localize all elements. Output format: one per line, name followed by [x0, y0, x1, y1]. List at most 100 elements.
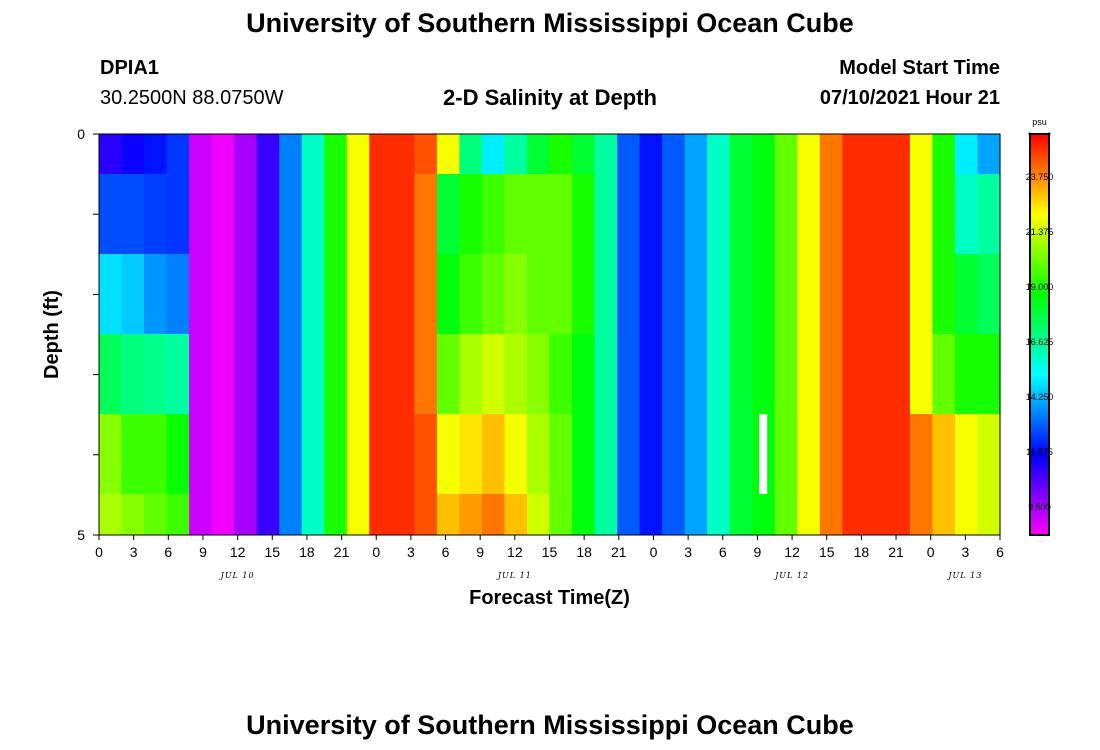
x-tick-label: 3 [684, 544, 692, 560]
x-tick-label: 15 [264, 544, 280, 560]
heatmap-cell [819, 254, 843, 334]
heatmap-cell [842, 334, 866, 414]
station-coordinates: 30.2500N 88.0750W [100, 87, 284, 109]
x-tick-label: 18 [299, 544, 315, 560]
heatmap-cell [346, 174, 370, 254]
heatmap-cell [977, 414, 1001, 494]
heatmap-cell [121, 414, 145, 494]
heatmap-cell [481, 134, 506, 174]
heatmap-cell [977, 494, 1001, 535]
heatmap-cell [639, 494, 663, 535]
heatmap-cell [144, 334, 168, 414]
heatmap-cell [932, 174, 956, 254]
heatmap-cell [887, 134, 911, 174]
heatmap-cell [99, 334, 123, 414]
heatmap-cell [572, 134, 596, 174]
day-label: JUL 11 [496, 571, 532, 580]
heatmap-cell [121, 174, 145, 254]
heatmap-cell [594, 134, 618, 174]
heatmap-cell [662, 134, 686, 174]
x-tick-label: 3 [130, 544, 138, 560]
x-tick-label: 6 [719, 544, 727, 560]
heatmap-cell [504, 174, 528, 254]
heatmap-cell [436, 254, 461, 334]
heatmap-cell [324, 334, 348, 414]
colorbar-corner-dot [1047, 132, 1051, 136]
heatmap-cell [99, 134, 123, 174]
heatmap-cell [211, 494, 235, 535]
x-tick-label: 9 [476, 544, 484, 560]
heatmap-cell [504, 334, 528, 414]
heatmap-cell [301, 174, 325, 254]
y-tick-label: 0 [77, 126, 85, 142]
heatmap-cell [256, 414, 280, 494]
heatmap-cell [797, 174, 821, 254]
heatmap-cell [549, 174, 573, 254]
heatmap-cell [639, 254, 663, 334]
x-tick-label: 21 [888, 544, 904, 560]
heatmap-cell [864, 254, 888, 334]
heatmap-cell [414, 134, 438, 174]
x-tick-label: 12 [784, 544, 800, 560]
heatmap-cell [572, 414, 596, 494]
heatmap-cell [481, 174, 506, 254]
heatmap-cell [819, 334, 843, 414]
heatmap-cell [774, 174, 798, 254]
day-label: JUL 10 [219, 571, 255, 580]
heatmap-cell [301, 494, 325, 535]
heatmap-cell [909, 134, 934, 174]
heatmap-cell [662, 334, 686, 414]
heatmap-cell [977, 254, 1001, 334]
heatmap-cell [526, 174, 551, 254]
heatmap-cell [279, 254, 303, 334]
heatmap-cell [166, 134, 190, 174]
heatmap-cell [774, 414, 798, 494]
heatmap-cell [414, 414, 438, 494]
heatmap-cell [572, 254, 596, 334]
heatmap-cell [954, 414, 979, 494]
heatmap-cell [391, 254, 415, 334]
colorbar-corner-dot [1028, 132, 1032, 136]
heatmap-cell [887, 334, 911, 414]
heatmap-cell [301, 414, 325, 494]
heatmap-cell [842, 174, 866, 254]
heatmap-cell [279, 414, 303, 494]
heatmap-cell [121, 334, 145, 414]
heatmap-cell [684, 254, 708, 334]
heatmap-cell [549, 254, 573, 334]
heatmap-cell [436, 134, 461, 174]
heatmap-cell [481, 414, 506, 494]
heatmap-cell [234, 334, 258, 414]
heatmap-cell [594, 174, 618, 254]
heatmap-cell [324, 254, 348, 334]
day-label: JUL 12 [773, 571, 809, 580]
heatmap-cell [504, 414, 528, 494]
heatmap-cell [346, 494, 370, 535]
heatmap-cell [279, 334, 303, 414]
colorbar-tick-label: 9.500 [1028, 502, 1051, 512]
station-id: DPIA1 [100, 57, 159, 79]
heatmap-cell [99, 414, 123, 494]
heatmap-cell [707, 174, 731, 254]
heatmap-cell [752, 254, 776, 334]
heatmap-cell [391, 414, 415, 494]
heatmap-cell [797, 334, 821, 414]
heatmap-cell [189, 174, 213, 254]
heatmap-cell [324, 414, 348, 494]
heatmap-cell [662, 494, 686, 535]
heatmap-cell [526, 494, 551, 535]
heatmap-cell [481, 254, 506, 334]
heatmap-cell [391, 134, 415, 174]
colorbar [1029, 133, 1050, 536]
heatmap-cell [459, 174, 483, 254]
heatmap-cell [752, 134, 776, 174]
heatmap-cell [436, 334, 461, 414]
heatmap-cell [572, 494, 596, 535]
heatmap-cell [549, 134, 573, 174]
heatmap-cell [504, 494, 528, 535]
heatmap-cell [436, 174, 461, 254]
heatmap-cell [121, 134, 145, 174]
heatmap-cell [684, 174, 708, 254]
heatmap-cell [301, 334, 325, 414]
heatmap-cell [481, 494, 506, 535]
